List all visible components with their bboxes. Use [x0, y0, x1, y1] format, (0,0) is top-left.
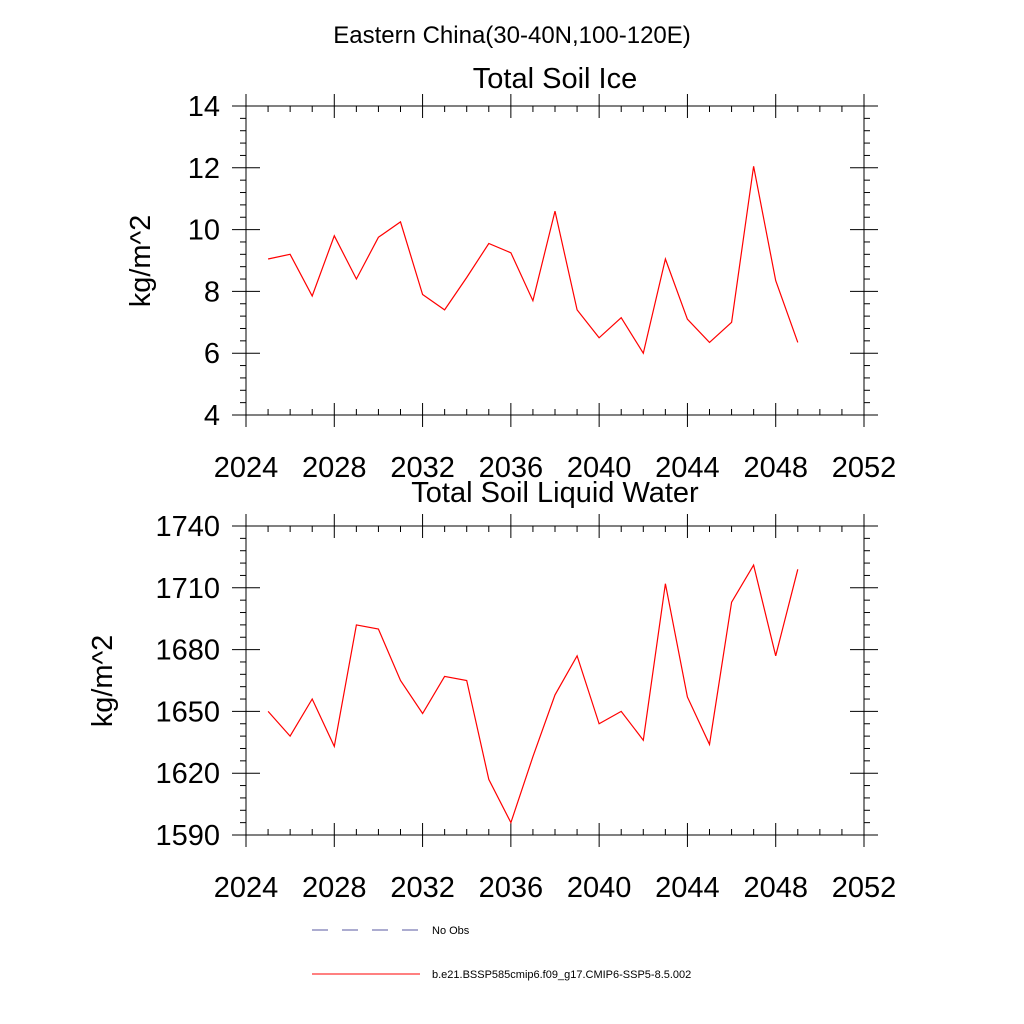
x-tick-label: 2040 — [567, 452, 632, 484]
panel-total-soil-liquid-water: Total Soil Liquid Water kg/m^2 2024 2028 2… — [87, 477, 896, 904]
y-tick-label: 14 — [188, 91, 220, 123]
axis-ticks — [232, 514, 878, 847]
x-tick-label: 2048 — [743, 872, 808, 904]
panel-title: Total Soil Liquid Water — [411, 477, 699, 509]
axis-tick-labels: 2024 2028 2032 2036 2040 2044 2048 2052 4 6 8 10 12 1… — [188, 91, 897, 484]
y-axis-label: kg/m^2 — [87, 635, 119, 728]
y-tick-label: 1650 — [155, 696, 220, 728]
y-tick-label: 1710 — [155, 573, 220, 605]
x-tick-label: 2036 — [479, 872, 544, 904]
data-series — [267, 166, 799, 355]
panel-title: Total Soil Ice — [473, 63, 637, 95]
series-line — [267, 166, 799, 355]
legend-label-model-run: b.e21.BSSP585cmip6.f09_g17.CMIP6-SSP5-8.… — [432, 969, 691, 981]
data-series — [267, 563, 799, 825]
y-tick-label: 1680 — [155, 635, 220, 667]
x-tick-label: 2052 — [832, 452, 897, 484]
x-tick-label: 2040 — [567, 872, 632, 904]
y-tick-label: 1620 — [155, 758, 220, 790]
axis-tick-labels: 2024 2028 2032 2036 2040 2044 2048 2052 1590 1620… — [155, 511, 896, 904]
y-tick-label: 6 — [204, 338, 220, 370]
y-tick-label: 10 — [188, 215, 220, 247]
x-tick-label: 2044 — [655, 872, 720, 904]
x-tick-label: 2036 — [479, 452, 544, 484]
x-tick-label: 2032 — [390, 452, 455, 484]
x-tick-label: 2028 — [302, 452, 367, 484]
x-tick-label: 2024 — [214, 872, 279, 904]
y-tick-label: 4 — [204, 400, 220, 432]
legend-label-no-obs: No Obs — [432, 925, 470, 937]
legend: No Obs b.e21.BSSP585cmip6.f09_g17.CMIP6-… — [312, 925, 691, 981]
y-axis-label: kg/m^2 — [125, 215, 157, 308]
x-tick-label: 2028 — [302, 872, 367, 904]
x-tick-label: 2044 — [655, 452, 720, 484]
x-tick-label: 2032 — [390, 872, 455, 904]
series-line — [267, 563, 799, 825]
x-tick-label: 2052 — [832, 872, 897, 904]
figure-title: Eastern China(30-40N,100-120E) — [333, 22, 691, 49]
y-tick-label: 1590 — [155, 820, 220, 852]
y-tick-label: 1740 — [155, 511, 220, 543]
x-tick-label: 2048 — [743, 452, 808, 484]
panel-total-soil-ice: Total Soil Ice kg/m^2 2024 2028 2032 2036 20… — [125, 63, 896, 484]
axis-ticks — [232, 94, 878, 427]
x-tick-label: 2024 — [214, 452, 279, 484]
y-tick-label: 8 — [204, 276, 220, 308]
y-tick-label: 12 — [188, 153, 220, 185]
